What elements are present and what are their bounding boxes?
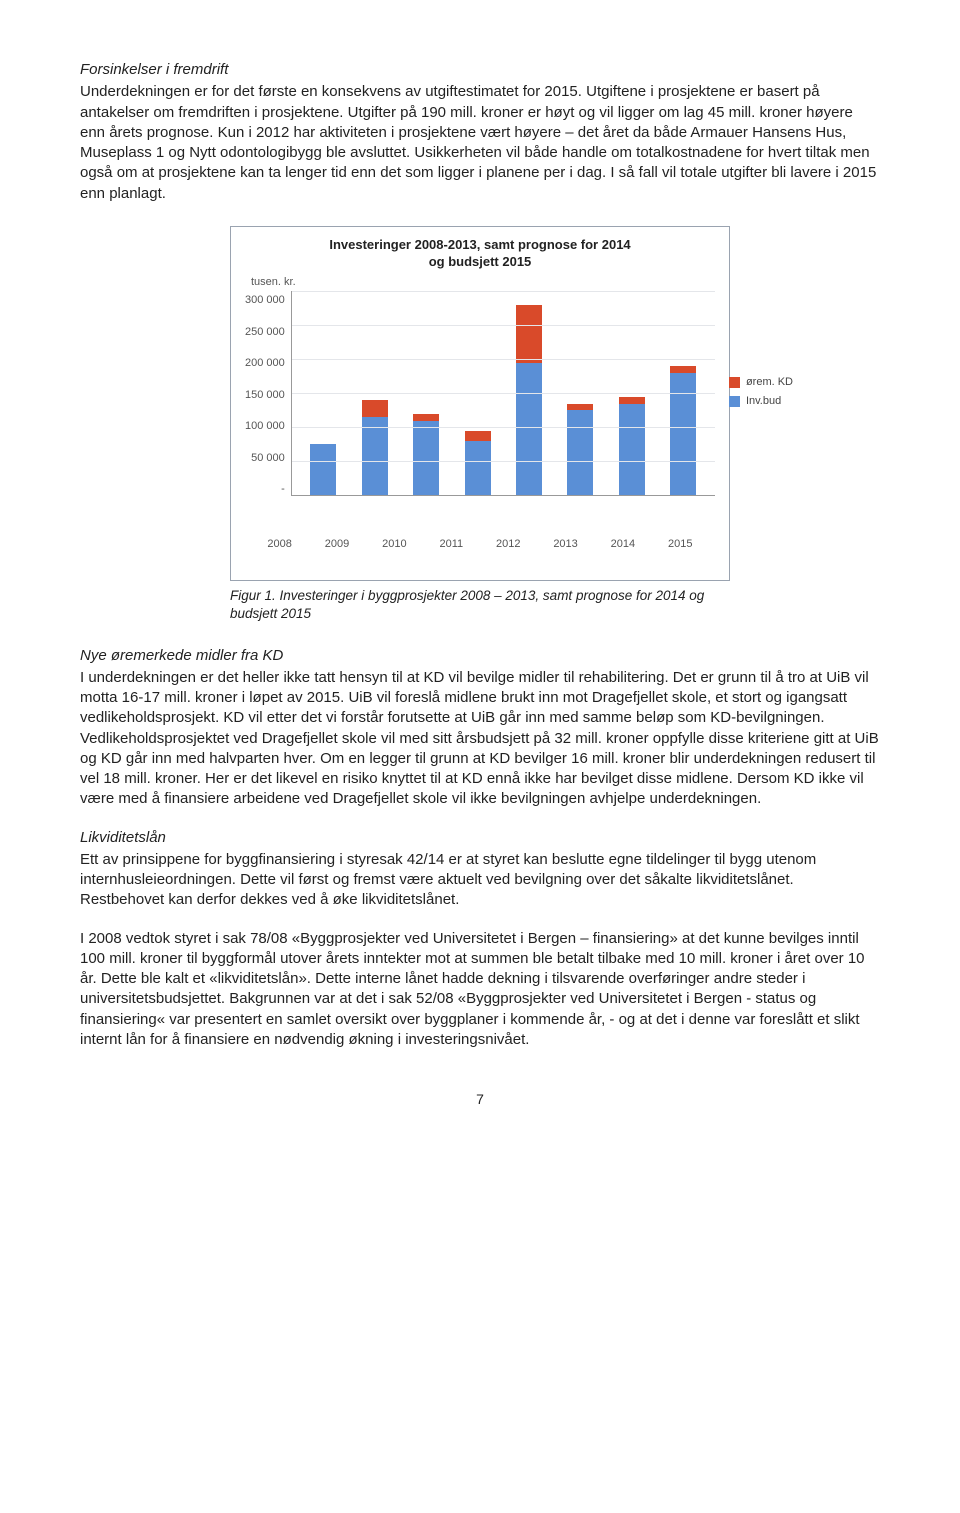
bar — [310, 444, 336, 495]
bar — [516, 305, 542, 495]
x-tick-label: 2009 — [325, 537, 349, 552]
bar — [465, 431, 491, 496]
x-tick-label: 2011 — [439, 537, 463, 552]
bar — [567, 404, 593, 496]
bar — [619, 397, 645, 496]
bar-segment-orem — [413, 414, 439, 421]
y-tick-label: 300 000 — [245, 293, 285, 308]
legend-label-inv: Inv.bud — [746, 394, 781, 409]
y-tick-label: 150 000 — [245, 388, 285, 403]
paragraph-likviditetslan-2: I 2008 vedtok styret i sak 78/08 «Byggpr… — [80, 929, 880, 1051]
paragraph-forsinkelser: Underdekningen er for det første en kons… — [80, 82, 880, 204]
bar-segment-inv — [567, 410, 593, 495]
chart-container: Investeringer 2008-2013, samt prognose f… — [230, 226, 730, 624]
bar-segment-orem — [567, 404, 593, 411]
x-tick-label: 2010 — [382, 537, 406, 552]
plot: 300 000 250 000 200 000 150 000 100 000 50 00… — [245, 291, 715, 531]
axis-unit-label: tusen. kr. — [251, 275, 715, 290]
paragraph-likviditetslan-1: Ett av prinsippene for byggfinansiering … — [80, 850, 880, 911]
chart-box: Investeringer 2008-2013, samt prognose f… — [230, 226, 730, 581]
x-tick-label: 2008 — [267, 537, 291, 552]
legend-label-orem: ørem. KD — [746, 375, 793, 390]
bar-segment-orem — [362, 400, 388, 417]
bar-segment-inv — [670, 373, 696, 495]
legend-row-inv: Inv.bud — [729, 394, 793, 409]
bar — [413, 414, 439, 496]
document-page: Forsinkelser i fremdrift Underdekningen … — [0, 0, 960, 1149]
chart-caption: Figur 1. Investeringer i byggprosjekter … — [230, 587, 730, 623]
y-tick-label: 100 000 — [245, 419, 285, 434]
page-number: 7 — [80, 1090, 880, 1109]
gridline — [292, 359, 715, 360]
y-axis: 300 000 250 000 200 000 150 000 100 000 50 00… — [245, 293, 291, 497]
x-tick-label: 2012 — [496, 537, 520, 552]
y-tick-label: 50 000 — [251, 451, 285, 466]
bar — [670, 366, 696, 495]
y-tick-label: 200 000 — [245, 356, 285, 371]
bar-segment-inv — [310, 444, 336, 495]
x-tick-label: 2014 — [611, 537, 635, 552]
bar-segment-inv — [516, 363, 542, 496]
y-tick-label: - — [281, 482, 285, 497]
plot-area — [291, 291, 715, 496]
legend-row-orem: ørem. KD — [729, 375, 793, 390]
heading-nye-midler: Nye øremerkede midler fra KD — [80, 646, 880, 666]
gridline — [292, 291, 715, 292]
legend-swatch-orem — [729, 377, 740, 388]
y-tick-label: 250 000 — [245, 325, 285, 340]
bar-segment-orem — [670, 366, 696, 373]
chart-title-line2: og budsjett 2015 — [429, 254, 532, 269]
bar-segment-inv — [413, 421, 439, 496]
bar-segment-inv — [465, 441, 491, 495]
x-axis: 2008 2009 2010 2011 2012 2013 2014 2015 — [245, 537, 715, 552]
bar-segment-orem — [516, 305, 542, 363]
gridline — [292, 393, 715, 394]
chart-title-line1: Investeringer 2008-2013, samt prognose f… — [329, 237, 630, 252]
x-tick-label: 2013 — [553, 537, 577, 552]
heading-forsinkelser: Forsinkelser i fremdrift — [80, 60, 880, 80]
bar-segment-inv — [619, 404, 645, 496]
bar-segment-orem — [465, 431, 491, 441]
plot-wrap: 300 000 250 000 200 000 150 000 100 000 50 00… — [245, 291, 715, 531]
chart-title: Investeringer 2008-2013, samt prognose f… — [245, 237, 715, 271]
bar — [362, 400, 388, 495]
x-tick-label: 2015 — [668, 537, 692, 552]
gridline — [292, 427, 715, 428]
bar-segment-inv — [362, 417, 388, 495]
chart-legend: ørem. KD Inv.bud — [729, 371, 793, 413]
heading-likviditetslan: Likviditetslån — [80, 828, 880, 848]
gridline — [292, 461, 715, 462]
bar-segment-orem — [619, 397, 645, 404]
gridline — [292, 325, 715, 326]
paragraph-nye-midler: I underdekningen er det heller ikke tatt… — [80, 668, 880, 810]
legend-swatch-inv — [729, 396, 740, 407]
